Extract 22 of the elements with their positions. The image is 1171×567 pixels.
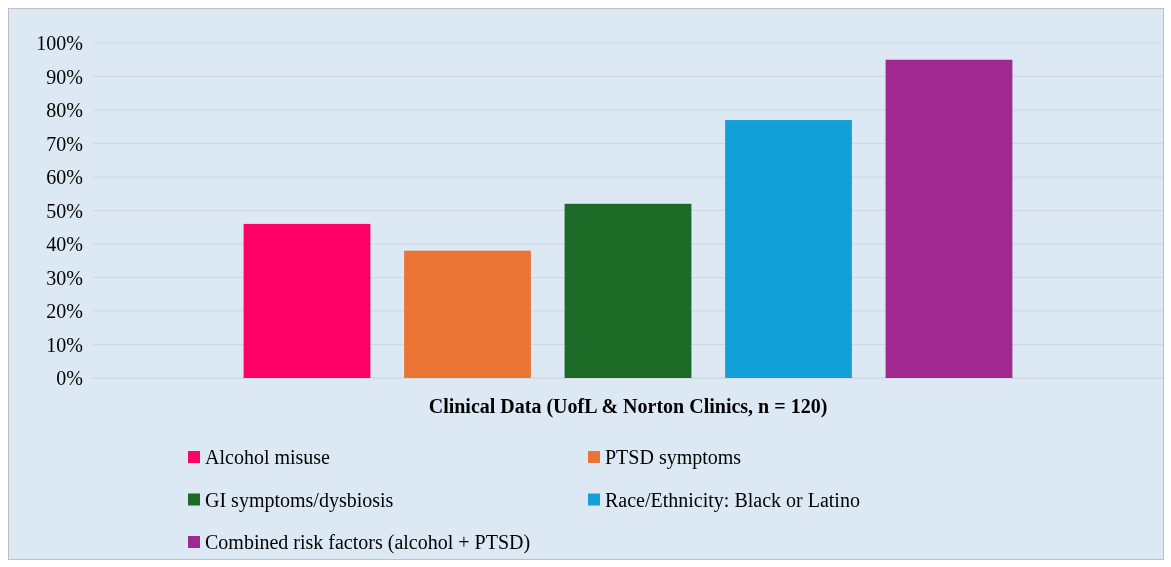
y-tick-label: 90% — [46, 65, 83, 88]
legend-label: GI symptoms/dysbiosis — [205, 488, 394, 512]
y-tick-label: 20% — [46, 300, 83, 322]
legend-label: Race/Ethnicity: Black or Latino — [605, 488, 860, 512]
y-tick-label: 80% — [46, 99, 83, 121]
y-tick-label: 30% — [46, 266, 83, 289]
bar — [725, 120, 852, 378]
bar — [243, 223, 371, 378]
legend-label: Alcohol misuse — [205, 446, 331, 468]
y-tick-label: 10% — [46, 333, 83, 356]
y-tick-label: 40% — [46, 233, 83, 255]
legend-label: PTSD symptoms — [605, 446, 742, 469]
y-tick-label: 60% — [46, 166, 83, 188]
bar — [885, 59, 1013, 378]
bar — [404, 250, 531, 378]
y-tick-label: 100% — [36, 32, 83, 54]
legend-label: Combined risk factors (alcohol + PTSD) — [205, 531, 531, 554]
bar — [564, 203, 692, 378]
y-tick-label: 0% — [56, 367, 83, 389]
y-tick-label: 50% — [46, 199, 83, 222]
y-tick-label: 70% — [46, 132, 83, 155]
x-axis-title: Clinical Data (UofL & Norton Clinics, n = 120) — [428, 395, 828, 418]
